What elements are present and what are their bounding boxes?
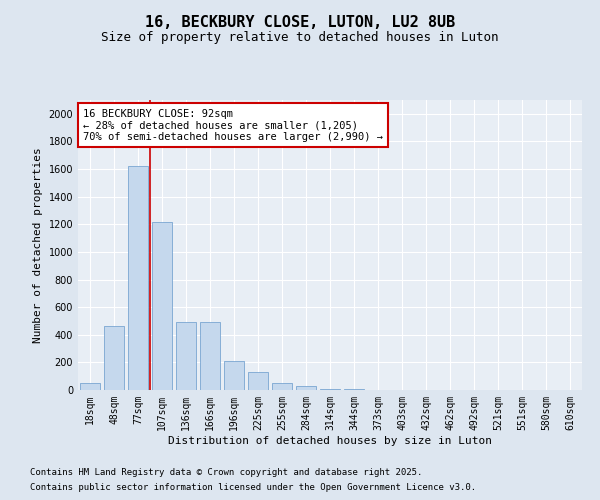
Text: Size of property relative to detached houses in Luton: Size of property relative to detached ho… xyxy=(101,31,499,44)
X-axis label: Distribution of detached houses by size in Luton: Distribution of detached houses by size … xyxy=(168,436,492,446)
Bar xyxy=(128,166,148,390)
Text: Contains HM Land Registry data © Crown copyright and database right 2025.: Contains HM Land Registry data © Crown c… xyxy=(30,468,422,477)
Bar xyxy=(248,372,268,390)
Bar xyxy=(224,361,244,390)
Bar xyxy=(320,388,340,390)
Text: 16 BECKBURY CLOSE: 92sqm
← 28% of detached houses are smaller (1,205)
70% of sem: 16 BECKBURY CLOSE: 92sqm ← 28% of detach… xyxy=(83,108,383,142)
Bar xyxy=(272,383,292,390)
Text: 16, BECKBURY CLOSE, LUTON, LU2 8UB: 16, BECKBURY CLOSE, LUTON, LU2 8UB xyxy=(145,15,455,30)
Bar xyxy=(176,322,196,390)
Bar xyxy=(200,322,220,390)
Text: Contains public sector information licensed under the Open Government Licence v3: Contains public sector information licen… xyxy=(30,483,476,492)
Bar xyxy=(296,386,316,390)
Bar xyxy=(152,222,172,390)
Bar xyxy=(80,383,100,390)
Bar xyxy=(104,326,124,390)
Y-axis label: Number of detached properties: Number of detached properties xyxy=(33,147,43,343)
